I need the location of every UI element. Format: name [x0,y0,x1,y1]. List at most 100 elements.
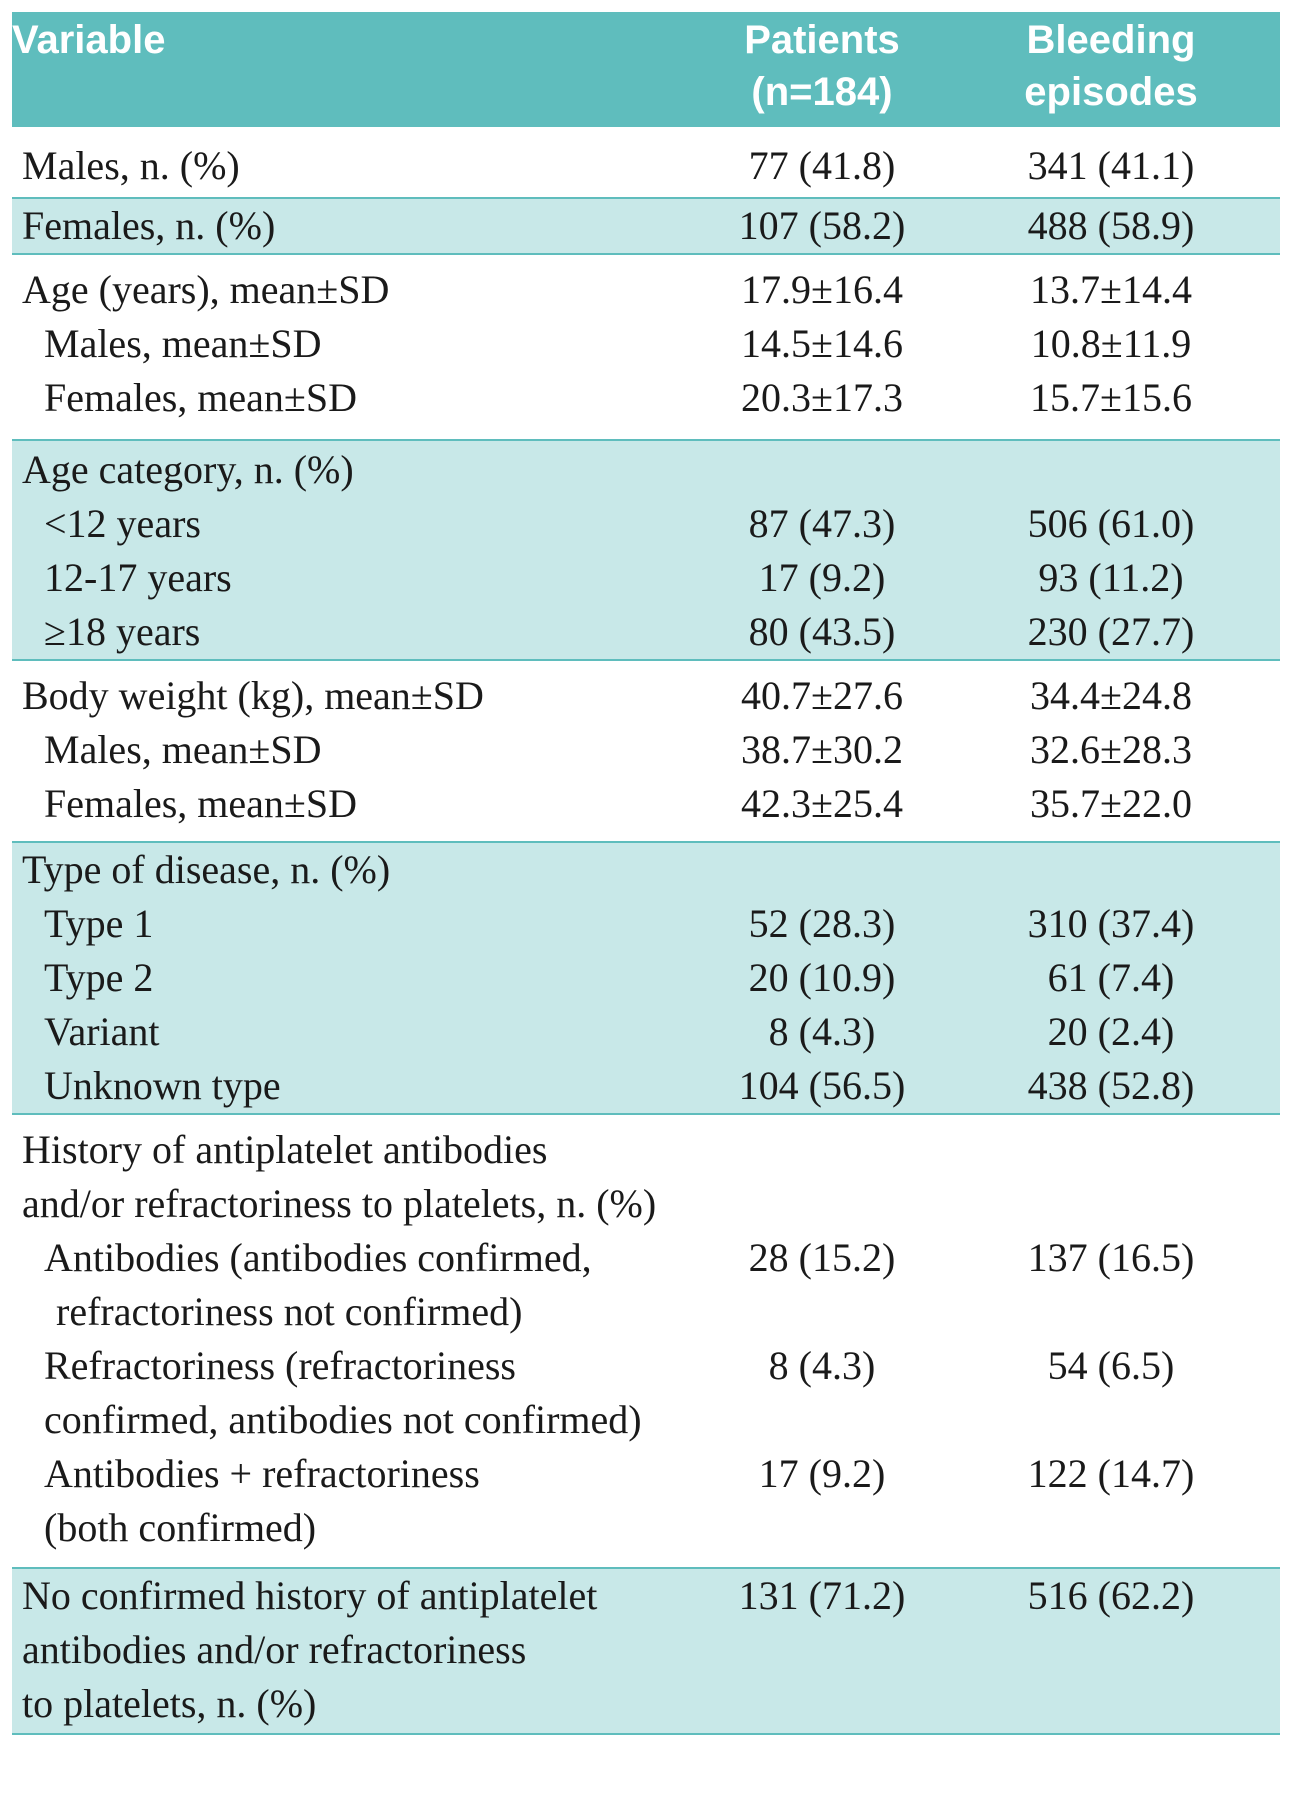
episodes-cell: 61 (7.4) [1047,955,1175,1000]
episodes-cell [942,1393,1280,1447]
patients-cell: 17 (9.2) [758,1451,886,1496]
table-body: Males, n. (%) 77 (41.8) 341 (41.1) Females,… [12,127,1280,1735]
table-row: Females, mean±SD 42.3±25.4 35.7±22.0 [12,777,1280,831]
header-patients-n: (n=184) [751,70,893,114]
row-group: No confirmed history of antiplatelet 131 … [12,1569,1280,1735]
episodes-cell [942,1501,1280,1555]
variable-cell: (both confirmed) [44,1505,317,1550]
episodes-cell: 230 (27.7) [1027,609,1195,654]
table-row: confirmed, antibodies not confirmed) [12,1393,1280,1447]
episodes-cell: 34.4±24.8 [1030,673,1192,718]
table-row: 12-17 years 17 (9.2) 93 (11.2) [12,551,1280,605]
variable-cell: Females, n. (%) [22,203,276,248]
patients-cell [702,843,942,897]
variable-cell: Males, mean±SD [44,321,322,366]
table-row: Type of disease, n. (%) [12,843,1280,897]
header-bleeding-episodes: Bleeding episodes (n=829) [942,14,1280,170]
patients-cell: 17 (9.2) [758,555,886,600]
row-group: Females, n. (%) 107 (58.2) 488 (58.9) [12,199,1280,255]
episodes-cell [942,443,1280,497]
variable-cell: Antibodies + refractoriness [44,1451,480,1496]
episodes-cell: 13.7±14.4 [1030,267,1192,312]
episodes-cell: 516 (62.2) [1027,1573,1195,1618]
patients-cell: 20.3±17.3 [741,375,903,420]
table-row: <12 years 87 (47.3) 506 (61.0) [12,497,1280,551]
table-row: and/or refractoriness to platelets, n. (… [12,1177,1280,1231]
patients-cell: 28 (15.2) [748,1235,896,1280]
episodes-cell: 137 (16.5) [1027,1235,1195,1280]
table-row: to platelets, n. (%) [12,1677,1280,1731]
variable-cell: Age (years), mean±SD [22,267,390,312]
episodes-cell [942,1677,1280,1731]
patients-cell: 20 (10.9) [748,955,896,1000]
episodes-cell: 488 (58.9) [1027,203,1195,248]
episodes-cell: 506 (61.0) [1027,501,1195,546]
patients-cell: 17.9±16.4 [741,267,903,312]
row-group: History of antiplatelet antibodies and/or… [12,1115,1280,1569]
episodes-cell: 15.7±15.6 [1030,375,1192,420]
table-row: Unknown type 104 (56.5) 438 (52.8) [12,1059,1280,1113]
variable-cell: Type 2 [44,955,154,1000]
episodes-cell: 35.7±22.0 [1030,781,1192,826]
episodes-cell [942,843,1280,897]
patients-cell: 42.3±25.4 [741,781,903,826]
episodes-cell: 20 (2.4) [1047,1009,1175,1054]
variable-cell: Males, n. (%) [22,143,240,188]
episodes-cell [942,1123,1280,1177]
header-variable: Variable [12,18,166,62]
episodes-cell: 32.6±28.3 [1030,727,1192,772]
table-row: Males, mean±SD 14.5±14.6 10.8±11.9 [12,317,1280,371]
table-row: Body weight (kg), mean±SD 40.7±27.6 34.4±2… [12,669,1280,723]
patients-cell [702,1393,942,1447]
patients-cell: 14.5±14.6 [741,321,903,366]
variable-cell: Age category, n. (%) [22,447,354,492]
table-row: History of antiplatelet antibodies [12,1123,1280,1177]
header-patients-label: Patients [744,18,900,62]
table-header: Variable Patients (n=184) Bleeding episo… [12,12,1280,166]
table-row: (both confirmed) [12,1501,1280,1555]
patients-cell: 107 (58.2) [738,203,906,248]
table-row: Age (years), mean±SD 17.9±16.4 13.7±14.4 [12,263,1280,317]
variable-cell: and/or refractoriness to platelets, n. (… [22,1181,657,1226]
variable-cell: Antibodies (antibodies confirmed, [44,1235,592,1280]
row-group: Males, n. (%) 77 (41.8) 341 (41.1) [12,127,1280,199]
table-row: Refractoriness (refractoriness 8 (4.3) 54 … [12,1339,1280,1393]
variable-cell: 12-17 years [44,555,232,600]
baseline-characteristics-table: Variable Patients (n=184) Bleeding episo… [12,12,1280,1735]
patients-cell [702,1623,942,1677]
table-row: antibodies and/or refractoriness [12,1623,1280,1677]
table-row: Type 1 52 (28.3) 310 (37.4) [12,897,1280,951]
patients-cell: 104 (56.5) [738,1063,906,1108]
table-row: ≥18 years 80 (43.5) 230 (27.7) [12,605,1280,659]
episodes-cell: 122 (14.7) [1027,1451,1195,1496]
patients-cell: 40.7±27.6 [741,673,903,718]
variable-cell: Type 1 [44,901,154,946]
patients-cell: 8 (4.3) [768,1343,876,1388]
variable-cell: <12 years [44,501,201,546]
episodes-cell [942,1623,1280,1677]
variable-cell: Males, mean±SD [44,727,322,772]
episodes-cell: 54 (6.5) [1047,1343,1175,1388]
episodes-cell: 10.8±11.9 [1030,321,1192,366]
table-row: Antibodies (antibodies confirmed, 28 (15.… [12,1231,1280,1285]
patients-cell: 8 (4.3) [768,1009,876,1054]
table-row: No confirmed history of antiplatelet 131 … [12,1569,1280,1623]
variable-cell: Type of disease, n. (%) [22,847,391,892]
patients-cell: 77 (41.8) [748,143,896,188]
variable-cell: No confirmed history of antiplatelet [22,1573,598,1618]
table-row: Females, n. (%) 107 (58.2) 488 (58.9) [12,199,1280,253]
patients-cell [702,1501,942,1555]
variable-cell: refractoriness not confirmed) [56,1289,523,1334]
row-group: Type of disease, n. (%) Type 1 52 (28.3) 31… [12,843,1280,1115]
table-row: Males, n. (%) 77 (41.8) 341 (41.1) [12,139,1280,193]
episodes-cell: 341 (41.1) [1027,143,1195,188]
episodes-cell: 438 (52.8) [1027,1063,1195,1108]
episodes-cell: 310 (37.4) [1027,901,1195,946]
table-row: Age category, n. (%) [12,443,1280,497]
patients-cell [702,1677,942,1731]
variable-cell: Unknown type [44,1063,281,1108]
variable-cell: Females, mean±SD [44,375,358,420]
header-patients: Patients (n=184) [702,14,942,118]
patients-cell [702,1123,942,1177]
variable-cell: Body weight (kg), mean±SD [22,673,484,718]
